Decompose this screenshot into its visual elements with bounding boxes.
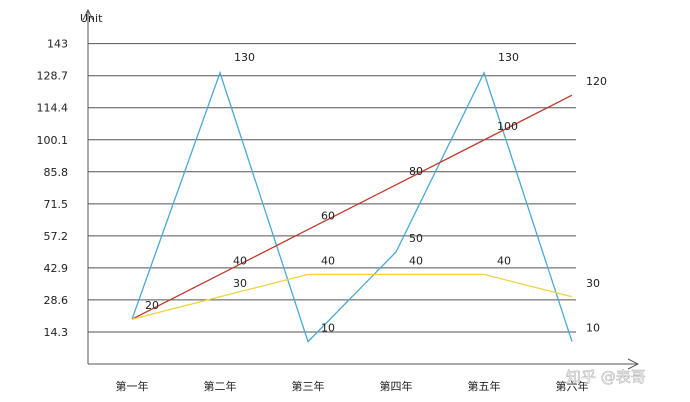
- data-labels: 20 130 10 50 130 10 40 60 80 100 120 30 40 40 40 30: [145, 51, 607, 335]
- data-label: 130: [234, 51, 255, 64]
- y-tick-label: 100.1: [37, 134, 69, 147]
- data-label: 10: [586, 322, 600, 335]
- data-label: 50: [409, 232, 423, 245]
- x-tick-label: 第二年: [204, 379, 237, 393]
- y-axis-arrow: [82, 8, 94, 21]
- x-axis-arrow: [627, 358, 640, 370]
- y-tick-labels: 14.3 28.6 42.9 57.2 71.5 85.8 100.1 114.4 128.7 1…: [37, 38, 69, 339]
- data-label: 80: [409, 165, 423, 178]
- y-tick-label: 71.5: [44, 198, 69, 211]
- data-label: 40: [497, 254, 511, 267]
- y-axis-label: Unit: [80, 12, 103, 25]
- data-label: 10: [321, 322, 335, 335]
- grid-lines: [88, 43, 576, 333]
- watermark: 知乎 @表哥: [566, 368, 646, 386]
- data-label: 40: [321, 254, 335, 267]
- y-tick-label: 57.2: [44, 230, 69, 243]
- data-label: 120: [586, 75, 607, 88]
- x-tick-label: 第三年: [292, 379, 325, 393]
- y-tick-label: 143: [47, 38, 68, 51]
- y-tick-label: 85.8: [44, 166, 69, 179]
- y-tick-label: 14.3: [44, 326, 69, 339]
- series-line-3: [131, 273, 573, 320]
- y-tick-label: 114.4: [37, 102, 69, 115]
- x-tick-label: 第五年: [468, 379, 501, 393]
- data-label: 60: [321, 210, 335, 223]
- y-tick-label: 128.7: [37, 70, 69, 83]
- data-label: 130: [498, 51, 519, 64]
- series-line-2: [131, 94, 573, 320]
- x-tick-label: 第六年: [556, 379, 589, 393]
- axes: [82, 8, 640, 370]
- series-line-1: [131, 70, 573, 343]
- y-tick-label: 28.6: [44, 294, 69, 307]
- x-tick-label: 第一年: [116, 379, 149, 393]
- data-label: 100: [497, 120, 518, 133]
- x-tick-labels: 第一年 第二年 第三年 第四年 第五年 第六年: [116, 379, 589, 393]
- y-tick-label: 42.9: [44, 262, 69, 275]
- data-label: 40: [233, 254, 247, 267]
- data-label: 30: [586, 277, 600, 290]
- x-tick-label: 第四年: [380, 379, 413, 393]
- data-label: 40: [409, 254, 423, 267]
- data-label: 30: [233, 277, 247, 290]
- series-lines: [131, 70, 573, 343]
- data-label: 20: [145, 299, 159, 312]
